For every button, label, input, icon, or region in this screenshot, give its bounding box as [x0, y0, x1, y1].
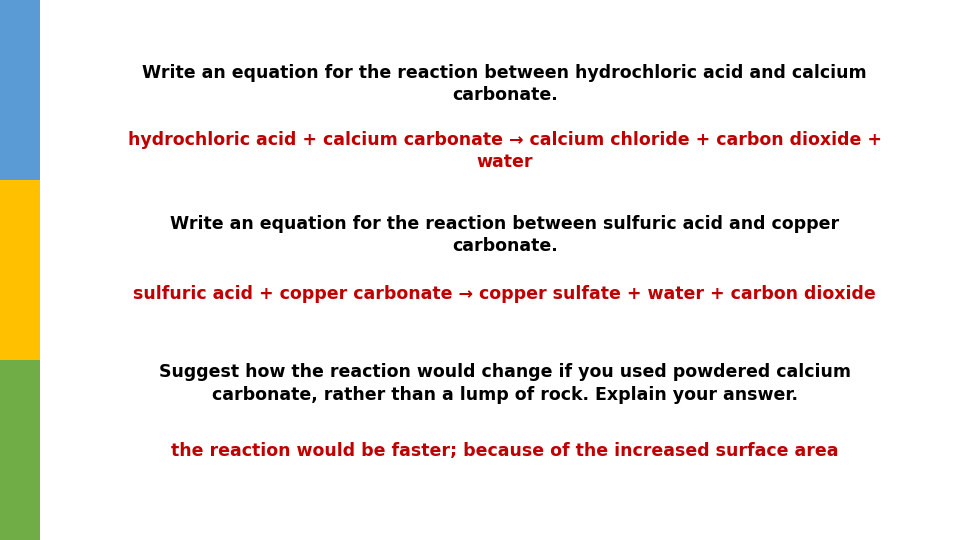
Text: Write an equation for the reaction between sulfuric acid and copper
carbonate.: Write an equation for the reaction betwe…	[170, 215, 839, 255]
Text: the reaction would be faster; because of the increased surface area: the reaction would be faster; because of…	[171, 442, 838, 460]
FancyBboxPatch shape	[0, 180, 40, 360]
Text: Suggest how the reaction would change if you used powdered calcium
carbonate, ra: Suggest how the reaction would change if…	[158, 363, 851, 403]
Text: hydrochloric acid + calcium carbonate → calcium chloride + carbon dioxide +
wate: hydrochloric acid + calcium carbonate → …	[128, 131, 882, 171]
FancyBboxPatch shape	[0, 360, 40, 540]
FancyBboxPatch shape	[0, 0, 40, 180]
Text: sulfuric acid + copper carbonate → copper sulfate + water + carbon dioxide: sulfuric acid + copper carbonate → coppe…	[133, 285, 876, 303]
Text: Write an equation for the reaction between hydrochloric acid and calcium
carbona: Write an equation for the reaction betwe…	[142, 64, 867, 104]
